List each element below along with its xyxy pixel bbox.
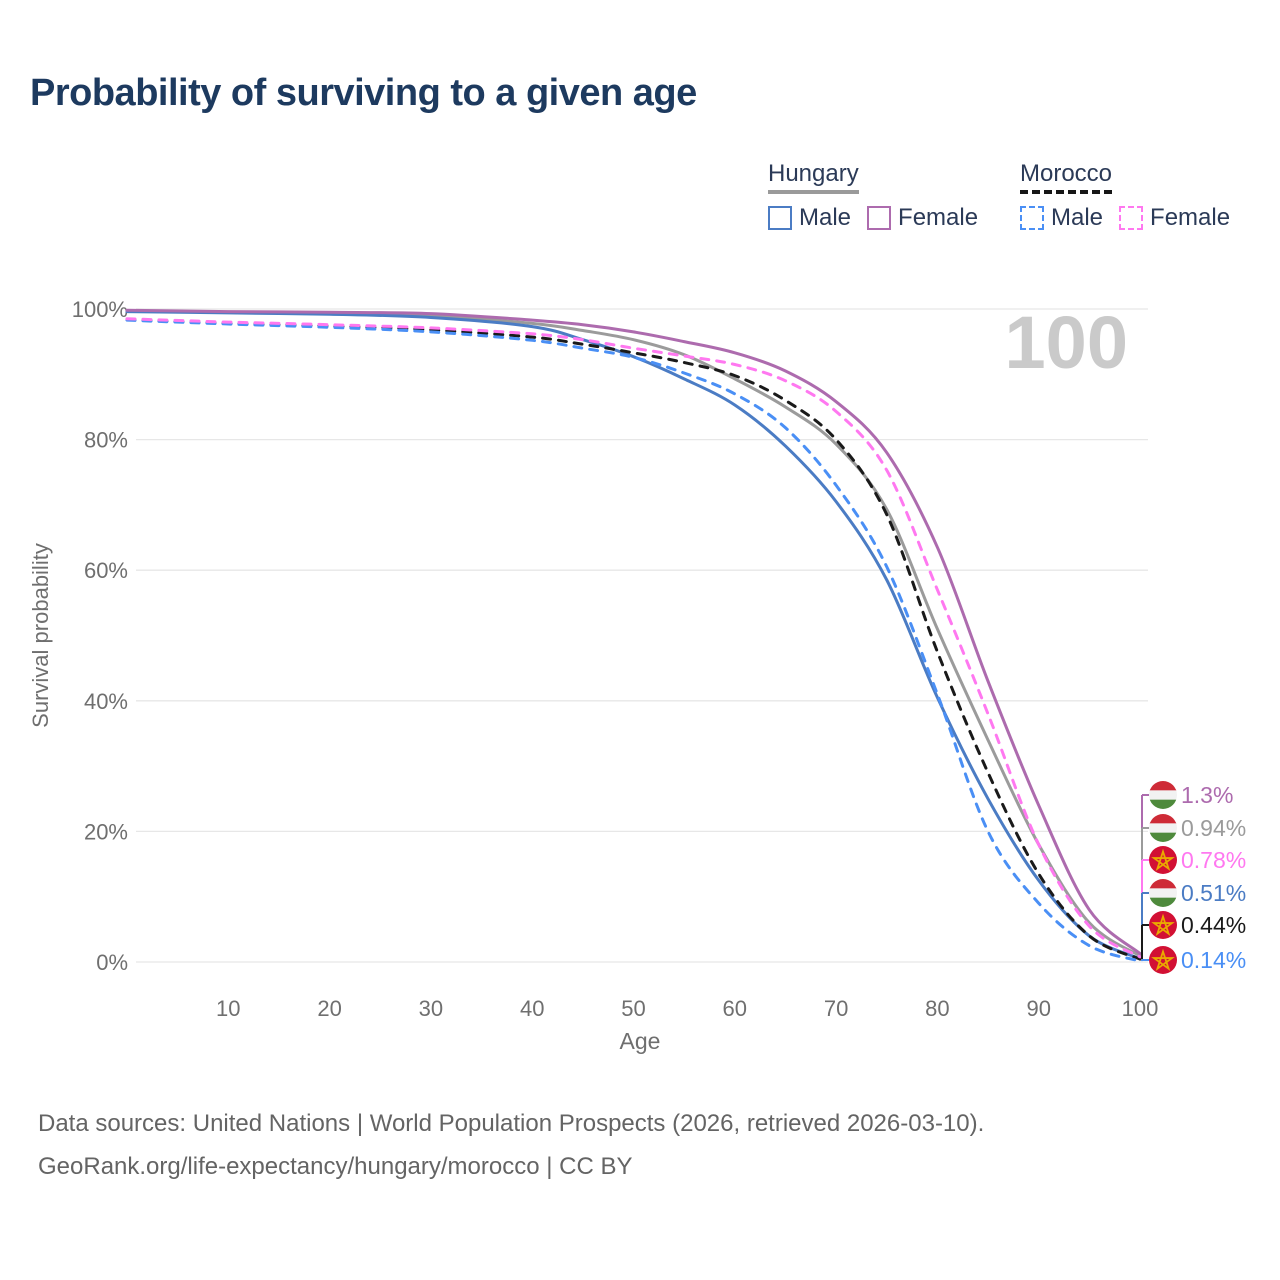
morocco-flag-icon [1149,846,1177,874]
x-tick-label: 80 [925,996,949,1021]
legend-item-morocco-male[interactable]: Male [1020,204,1103,232]
morocco-male-swatch-icon [1020,206,1044,230]
legend-header-hungary[interactable]: Hungary [768,160,859,194]
y-tick-label: 0% [96,950,128,975]
y-axis-title: Survival probability [28,543,53,728]
series-line-morocco-female [125,317,1142,959]
morocco-flag-icon [1149,911,1177,939]
x-tick-label: 10 [216,996,240,1021]
end-value-label-hungary-female: 1.3% [1181,782,1233,808]
end-value-label-hungary-male: 0.51% [1181,880,1246,906]
series-line-hungary-female [125,308,1142,955]
series-line-hungary-male [125,310,1142,961]
legend-header-morocco[interactable]: Morocco [1020,160,1113,194]
hungary-male-swatch-icon [768,206,792,230]
citation-line: GeoRank.org/life-expectancy/hungary/moro… [38,1153,633,1180]
legend-group-morocco: Morocco Male Female [1020,160,1246,232]
data-sources-line: Data sources: United Nations | World Pop… [38,1110,985,1137]
morocco-female-swatch-icon [1119,206,1144,230]
x-tick-label: 50 [621,996,645,1021]
age-watermark: 100 [1005,301,1128,384]
y-tick-label: 40% [84,689,128,714]
x-tick-label: 70 [824,996,848,1021]
legend-item-morocco-female[interactable]: Female [1119,204,1230,232]
morocco-flag-icon [1149,946,1177,974]
x-tick-label: 60 [723,996,747,1021]
x-tick-label: 40 [520,996,544,1021]
series-line-hungary-total [125,309,1142,958]
x-tick-label: 30 [419,996,443,1021]
hungary-flag-icon [1149,814,1177,842]
hungary-female-swatch-icon [867,206,892,230]
end-value-label-morocco-female: 0.78% [1181,847,1246,873]
legend-item-label: Male [1051,204,1104,231]
hungary-flag-icon [1149,781,1177,809]
legend-item-label: Female [898,204,979,231]
page-title: Probability of surviving to a given age [30,72,697,114]
series-line-morocco-total [125,317,1142,961]
x-axis-title: Age [620,1028,661,1054]
end-value-label-morocco-total: 0.44% [1181,912,1246,938]
y-tick-label: 60% [84,558,128,583]
end-value-label-morocco-male: 0.14% [1181,947,1246,973]
series-line-morocco-male [125,318,1142,963]
legend-row-morocco: Male Female [1020,204,1246,232]
y-tick-label: 80% [84,428,128,453]
legend-row-hungary: Male Female [768,204,994,232]
y-tick-label: 20% [84,819,128,844]
x-tick-label: 90 [1026,996,1050,1021]
end-value-label-hungary-total: 0.94% [1181,815,1246,841]
hungary-flag-icon [1149,879,1177,907]
legend-item-label: Female [1150,204,1231,231]
legend-item-hungary-male[interactable]: Male [768,204,851,232]
y-tick-label: 100% [72,297,128,322]
legend-item-label: Male [799,204,852,231]
legend-group-hungary: Hungary Male Female [768,160,994,232]
legend-item-hungary-female[interactable]: Female [867,204,978,232]
x-tick-label: 100 [1122,996,1159,1021]
x-tick-label: 20 [317,996,341,1021]
chart-footer: Data sources: United Nations | World Pop… [38,1102,984,1188]
